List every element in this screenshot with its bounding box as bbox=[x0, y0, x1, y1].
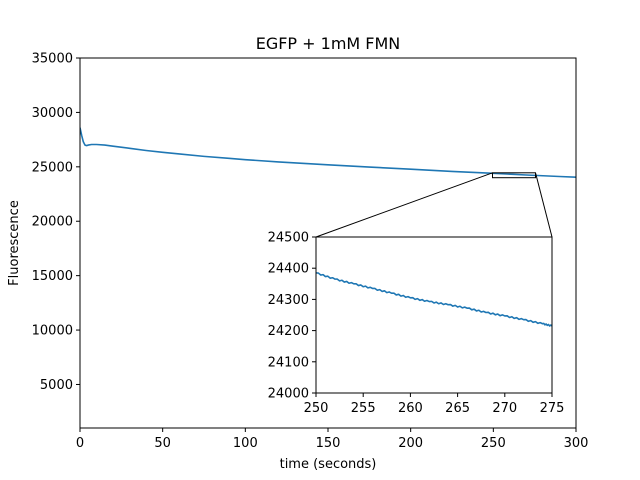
chart-title: EGFP + 1mM FMN bbox=[256, 34, 401, 53]
inset-y-tick-label: 24300 bbox=[268, 293, 309, 308]
inset-x-tick-label: 260 bbox=[398, 401, 423, 416]
main-series-layer bbox=[80, 127, 576, 178]
main-y-tick-label: 30000 bbox=[32, 106, 73, 121]
main-x-tick-label: 150 bbox=[316, 436, 341, 451]
inset-x-tick-label: 275 bbox=[540, 401, 565, 416]
inset-y-tick-label: 24500 bbox=[268, 231, 309, 246]
main-axes-frame bbox=[79, 57, 577, 429]
inset-x-tick-label: 265 bbox=[445, 401, 470, 416]
main-y-tick-label: 5000 bbox=[40, 378, 73, 393]
inset-x-tick-label: 250 bbox=[304, 401, 329, 416]
zoom-indicator-box bbox=[492, 172, 536, 179]
main-ticks: 0 50 100 150 200 250 300 5000 10000 15000 20000 250… bbox=[32, 52, 589, 452]
inset-indicator bbox=[315, 172, 553, 238]
inset-y-tick-label: 24400 bbox=[268, 262, 309, 277]
zoom-connector-left bbox=[315, 172, 493, 238]
main-series-line bbox=[80, 127, 576, 178]
inset-series-line bbox=[316, 272, 552, 327]
main-x-tick-label: 100 bbox=[233, 436, 258, 451]
inset-x-tick-label: 255 bbox=[351, 401, 376, 416]
main-y-tick-label: 15000 bbox=[32, 269, 73, 284]
inset-y-tick-label: 24200 bbox=[268, 324, 309, 339]
inset-series-layer bbox=[316, 272, 552, 327]
main-y-tick-label: 10000 bbox=[32, 324, 73, 339]
main-y-tick-label: 35000 bbox=[32, 52, 73, 67]
inset-background bbox=[316, 237, 552, 393]
main-y-tick-label: 25000 bbox=[32, 160, 73, 175]
inset-y-tick-label: 24000 bbox=[268, 387, 309, 402]
zoom-connector-right bbox=[535, 172, 553, 238]
main-x-tick-label: 0 bbox=[76, 436, 84, 451]
inset-x-tick-label: 270 bbox=[492, 401, 517, 416]
x-axis-label: time (seconds) bbox=[280, 457, 377, 472]
inset-ticks: 250 255 260 265 270 275 24000 24100 24200 24300 24… bbox=[268, 231, 565, 417]
inset-axes-frame bbox=[315, 236, 553, 394]
main-y-tick-label: 20000 bbox=[32, 215, 73, 230]
y-axis-label: Fluorescence bbox=[7, 200, 22, 286]
main-x-tick-label: 250 bbox=[481, 436, 506, 451]
main-x-tick-label: 300 bbox=[564, 436, 589, 451]
main-x-tick-label: 50 bbox=[154, 436, 171, 451]
main-plot: 0 50 100 150 200 250 300 5000 10000 15000 20000 250… bbox=[32, 52, 589, 452]
inset-plot: 250 255 260 265 270 275 24000 24100 24200 24300 24… bbox=[268, 231, 565, 417]
main-x-tick-label: 200 bbox=[398, 436, 423, 451]
inset-y-tick-label: 24100 bbox=[268, 355, 309, 370]
